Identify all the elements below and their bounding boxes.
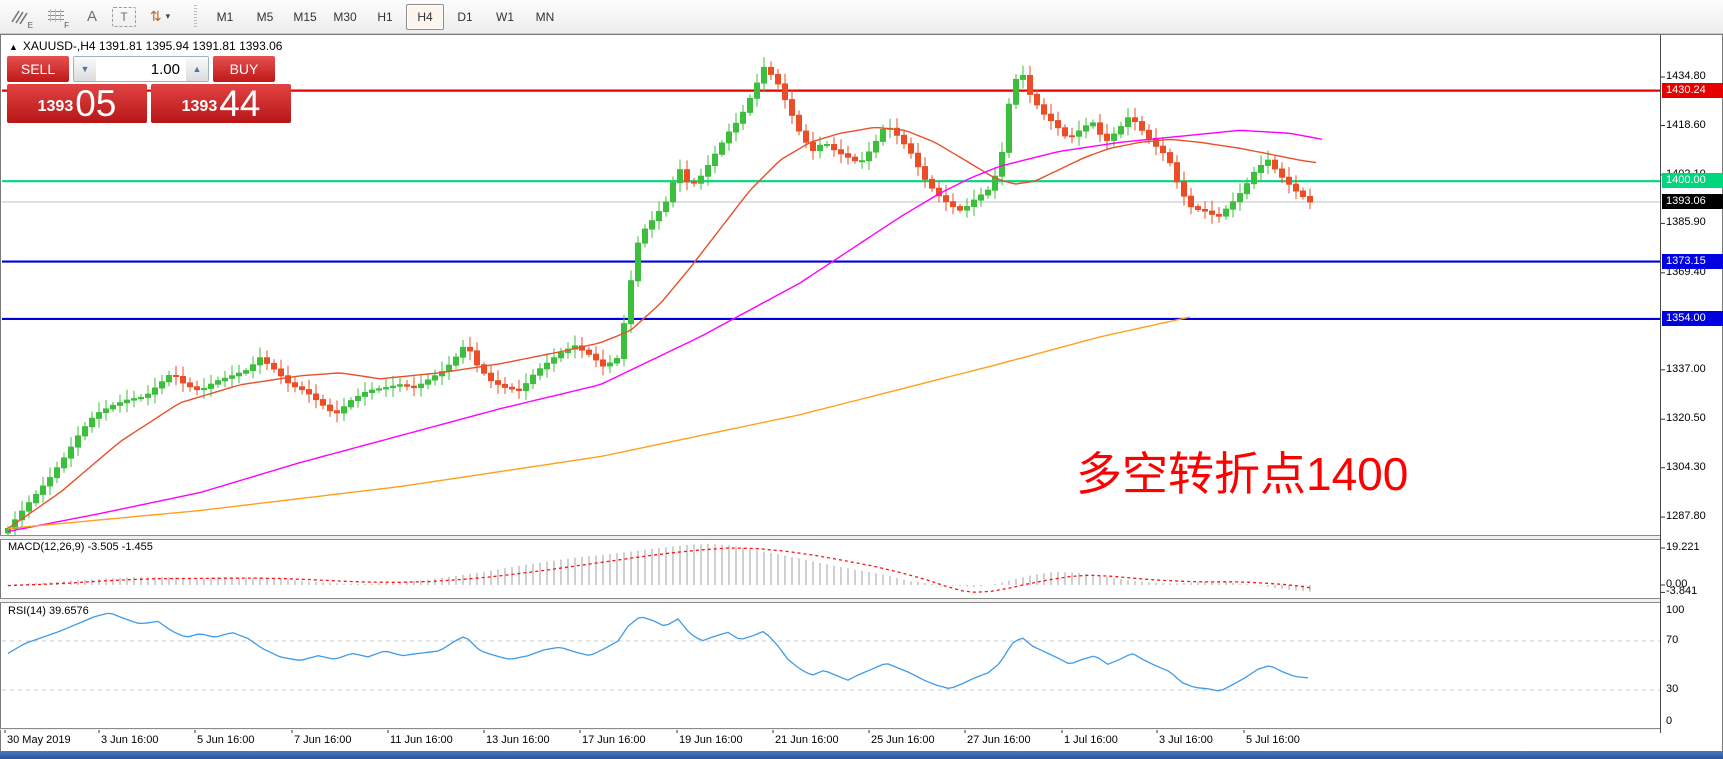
icon-sub-f: F bbox=[64, 20, 69, 30]
timeframe-button-H4[interactable]: H4 bbox=[406, 3, 444, 30]
time-axis-label: 25 Jun 16:00 bbox=[871, 734, 935, 746]
timeframe-button-H1[interactable]: H1 bbox=[377, 9, 393, 24]
timeframe-group: M1 M5 M15 M30 H1 H4 D1 W1 MN bbox=[205, 3, 565, 30]
toolbar-separator bbox=[194, 4, 197, 29]
rsi-label: RSI(14) 39.6576 bbox=[8, 605, 89, 617]
macd-axis-label: -3.841 bbox=[1666, 585, 1698, 598]
timeframe-button-MN[interactable]: MN bbox=[535, 9, 555, 24]
chart-header: ▲ XAUUSD-,H4 1391.81 1395.94 1391.81 1393… bbox=[9, 39, 282, 53]
icon-sub-e: E bbox=[27, 20, 33, 30]
arrange-arrows-icon[interactable]: ⇅ ▾ bbox=[149, 8, 171, 24]
triangle-marker-icon: ▲ bbox=[9, 42, 18, 52]
price-tick-label: 1320.50 bbox=[1666, 412, 1706, 425]
status-strip bbox=[0, 751, 1723, 759]
volume-increase-button[interactable]: ▲ bbox=[186, 57, 208, 81]
price-axis-border bbox=[1660, 35, 1661, 733]
time-axis-label: 1 Jul 16:00 bbox=[1064, 734, 1118, 746]
timeframe-button-M30[interactable]: M30 bbox=[333, 9, 357, 24]
price-badge: 1400.00 bbox=[1662, 173, 1723, 189]
timeframe-button-M15[interactable]: M15 bbox=[293, 9, 317, 24]
chart-annotation: 多空转折点1400 bbox=[1076, 448, 1409, 500]
price-tick-label: 1337.00 bbox=[1666, 362, 1706, 375]
text-box-icon[interactable]: T bbox=[112, 6, 136, 27]
time-axis-label: 11 Jun 16:00 bbox=[390, 734, 453, 746]
chart-window[interactable] bbox=[0, 34, 1723, 754]
buy-price-big: 44 bbox=[219, 83, 261, 124]
time-axis-label: 5 Jul 16:00 bbox=[1246, 734, 1300, 746]
macd-label: MACD(12,26,9) -3.505 -1.455 bbox=[8, 541, 153, 553]
macd-axis-label: 19.221 bbox=[1666, 540, 1700, 553]
timeframe-button-D1[interactable]: D1 bbox=[457, 9, 473, 24]
price-badge: 1393.06 bbox=[1662, 193, 1723, 209]
price-badge: 1430.24 bbox=[1662, 82, 1723, 98]
time-axis-label: 27 Jun 16:00 bbox=[967, 734, 1031, 746]
sell-price-display[interactable]: 1393 05 bbox=[7, 84, 147, 123]
rsi-axis-label: 30 bbox=[1666, 683, 1679, 695]
time-axis-line bbox=[0, 728, 1660, 730]
buy-price-small: 1393 bbox=[181, 98, 218, 115]
text-label-icon[interactable]: A bbox=[86, 8, 97, 25]
volume-input[interactable] bbox=[96, 57, 186, 81]
sell-price-small: 1393 bbox=[37, 98, 74, 115]
price-tick-label: 1385.90 bbox=[1666, 216, 1706, 229]
sell-button[interactable]: SELL bbox=[7, 56, 69, 82]
price-tick-label: 1418.60 bbox=[1666, 118, 1706, 131]
volume-decrease-button[interactable]: ▼ bbox=[74, 57, 96, 81]
timeframe-button-M5[interactable]: M5 bbox=[256, 9, 274, 24]
time-axis-label: 21 Jun 16:00 bbox=[775, 734, 839, 746]
buy-price-display[interactable]: 1393 44 bbox=[151, 84, 291, 123]
time-axis-label: 3 Jul 16:00 bbox=[1159, 734, 1213, 746]
rsi-axis-label: 0 bbox=[1666, 715, 1673, 727]
chevron-down-icon: ▾ bbox=[165, 11, 171, 21]
time-axis-label: 17 Jun 16:00 bbox=[582, 734, 646, 746]
price-badge: 1373.15 bbox=[1662, 253, 1723, 269]
timeframe-button-W1[interactable]: W1 bbox=[496, 9, 514, 24]
price-tick-label: 1304.30 bbox=[1666, 460, 1706, 473]
price-tick-label: 1434.80 bbox=[1666, 70, 1706, 82]
time-axis-label: 3 Jun 16:00 bbox=[101, 734, 159, 746]
time-axis-label: 30 May 2019 bbox=[7, 734, 71, 746]
buy-button[interactable]: BUY bbox=[213, 56, 275, 82]
volume-stepper: ▼ ▲ bbox=[73, 56, 209, 82]
rsi-splitter[interactable] bbox=[0, 598, 1660, 603]
rsi-axis-label: 100 bbox=[1666, 604, 1685, 616]
one-click-trade-panel: SELL ▼ ▲ BUY 1393 05 1393 44 bbox=[7, 56, 297, 123]
rsi-axis-label: 70 bbox=[1666, 634, 1679, 646]
chart-draw-icon[interactable]: E bbox=[4, 3, 36, 31]
symbol-ohlc-text: XAUUSD-,H4 1391.81 1395.94 1391.81 1393.… bbox=[22, 39, 283, 53]
macd-splitter[interactable] bbox=[0, 535, 1660, 540]
price-tick-label: 1369.40 bbox=[1666, 265, 1706, 278]
price-tick-label: 1287.80 bbox=[1666, 510, 1706, 523]
toolbar: E F A T ⇅ ▾ M1 M5 M15 M30 H1 H4 D1 W1 MN bbox=[0, 0, 1723, 34]
timeframe-button-M1[interactable]: M1 bbox=[216, 9, 234, 24]
time-axis-label: 7 Jun 16:00 bbox=[294, 734, 352, 746]
time-axis-label: 13 Jun 16:00 bbox=[486, 734, 550, 746]
time-axis-label: 5 Jun 16:00 bbox=[197, 734, 255, 746]
grid-icon[interactable]: F bbox=[40, 3, 72, 31]
time-axis-label: 19 Jun 16:00 bbox=[679, 734, 743, 746]
price-badge: 1354.00 bbox=[1662, 310, 1723, 326]
sell-price-big: 05 bbox=[75, 83, 117, 124]
macd-axis-label: 0.00 bbox=[1666, 578, 1688, 590]
